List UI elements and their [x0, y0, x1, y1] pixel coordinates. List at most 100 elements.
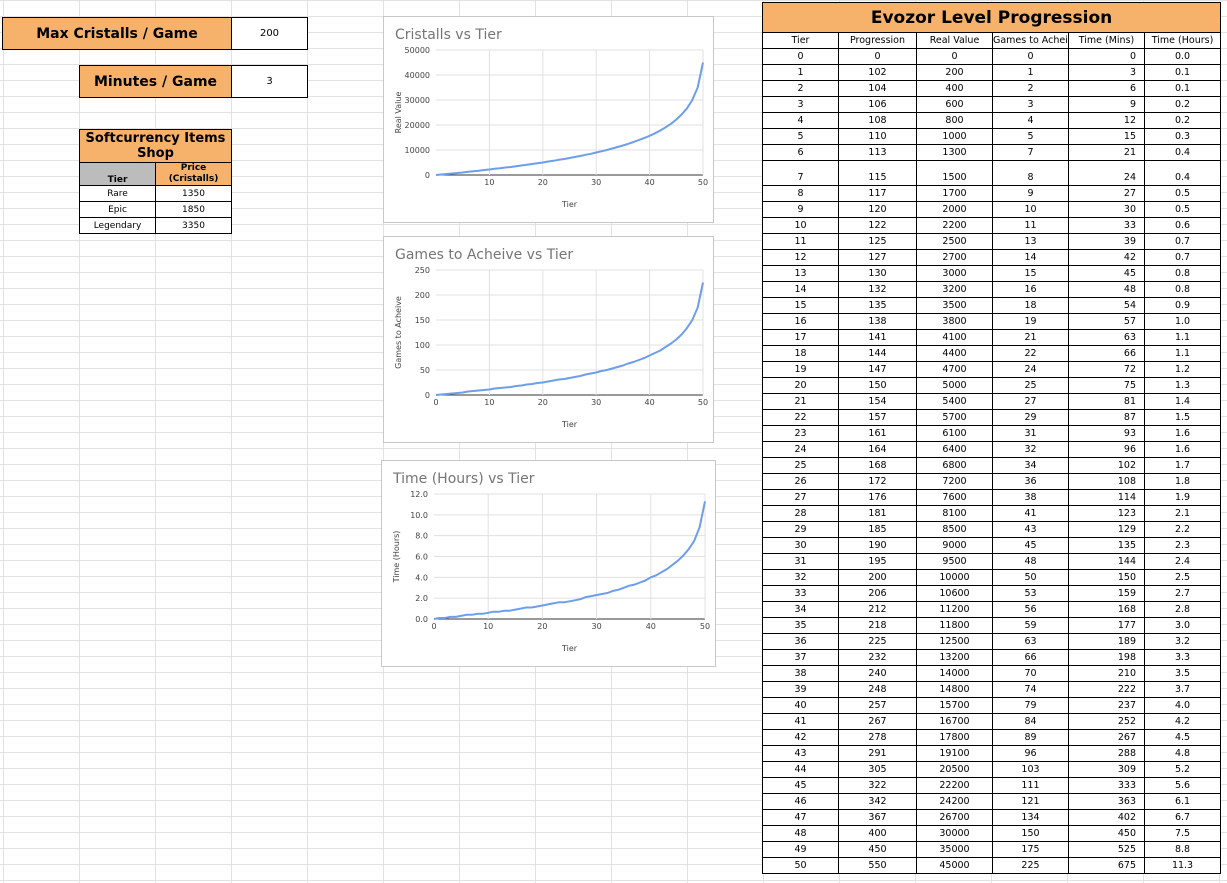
progression-cell[interactable]: 38 [992, 489, 1069, 506]
progression-cell[interactable]: 10 [762, 217, 839, 234]
progression-cell[interactable]: 24 [1068, 160, 1145, 186]
shop-tier-cell[interactable]: Epic [79, 201, 156, 218]
progression-cell[interactable]: 111 [992, 777, 1069, 794]
progression-cell[interactable]: 1.9 [1143, 489, 1222, 506]
max-cristalls-label[interactable]: Max Cristalls / Game [2, 17, 232, 50]
progression-cell[interactable]: 22200 [916, 777, 993, 794]
progression-cell[interactable]: 2200 [916, 217, 993, 234]
progression-cell[interactable]: 23 [762, 425, 839, 442]
progression-cell[interactable]: 1.8 [1143, 473, 1222, 490]
shop-tier-cell[interactable]: Rare [79, 185, 156, 202]
progression-cell[interactable]: 257 [838, 697, 917, 714]
progression-cell[interactable]: 237 [1068, 697, 1145, 714]
shop-col-price[interactable]: Price (Cristalls) [155, 162, 232, 186]
progression-cell[interactable]: 10000 [916, 569, 993, 586]
progression-cell[interactable]: 13 [762, 265, 839, 282]
progression-cell[interactable]: 147 [838, 361, 917, 378]
progression-cell[interactable]: 30000 [916, 825, 993, 842]
progression-cell[interactable]: 41 [762, 713, 839, 730]
progression-cell[interactable]: 38 [762, 665, 839, 682]
progression-cell[interactable]: 79 [992, 697, 1069, 714]
progression-cell[interactable]: 138 [838, 313, 917, 330]
shop-price-cell[interactable]: 3350 [155, 217, 232, 234]
progression-cell[interactable]: 1300 [916, 144, 993, 161]
progression-cell[interactable]: 525 [1068, 841, 1145, 858]
progression-cell[interactable]: 210 [1068, 665, 1145, 682]
progression-cell[interactable]: 7200 [916, 473, 993, 490]
progression-cell[interactable]: 30 [1068, 201, 1145, 218]
progression-cell[interactable]: 367 [838, 809, 917, 826]
progression-cell[interactable]: 222 [1068, 681, 1145, 698]
progression-cell[interactable]: 104 [838, 80, 917, 97]
progression-cell[interactable]: 2.7 [1143, 585, 1222, 602]
progression-cell[interactable]: 8.8 [1143, 841, 1222, 858]
progression-cell[interactable]: 16 [762, 313, 839, 330]
progression-cell[interactable]: 15 [992, 265, 1069, 282]
progression-cell[interactable]: 54 [1068, 297, 1145, 314]
progression-cell[interactable]: 3.5 [1143, 665, 1222, 682]
progression-cell[interactable]: 70 [992, 665, 1069, 682]
progression-cell[interactable]: 35 [762, 617, 839, 634]
progression-cell[interactable]: 5.6 [1143, 777, 1222, 794]
progression-cell[interactable]: 36 [762, 633, 839, 650]
progression-cell[interactable]: 33 [762, 585, 839, 602]
progression-cell[interactable]: 0 [762, 48, 839, 65]
progression-cell[interactable]: 291 [838, 745, 917, 762]
progression-cell[interactable]: 6.1 [1143, 793, 1222, 810]
progression-cell[interactable]: 14 [762, 281, 839, 298]
progression-cell[interactable]: 363 [1068, 793, 1145, 810]
progression-cell[interactable]: 27 [762, 489, 839, 506]
progression-cell[interactable]: 309 [1068, 761, 1145, 778]
progression-cell[interactable]: 56 [992, 601, 1069, 618]
progression-cell[interactable]: 5700 [916, 409, 993, 426]
progression-cell[interactable]: 93 [1068, 425, 1145, 442]
progression-cell[interactable]: 4 [762, 112, 839, 129]
shop-price-cell[interactable]: 1850 [155, 201, 232, 218]
progression-cell[interactable]: 5 [992, 128, 1069, 145]
progression-cell[interactable]: 1.0 [1143, 313, 1222, 330]
progression-cell[interactable]: 43 [762, 745, 839, 762]
progression-cell[interactable]: 0.3 [1143, 128, 1222, 145]
progression-cell[interactable]: 44 [762, 761, 839, 778]
progression-cell[interactable]: 600 [916, 96, 993, 113]
progression-cell[interactable]: 75 [1068, 377, 1145, 394]
progression-cell[interactable]: 122 [838, 217, 917, 234]
progression-cell[interactable]: 120 [838, 201, 917, 218]
progression-cell[interactable]: 50 [992, 569, 1069, 586]
progression-cell[interactable]: 114 [1068, 489, 1145, 506]
progression-cell[interactable]: 26700 [916, 809, 993, 826]
progression-cell[interactable]: 50 [762, 857, 839, 874]
progression-cell[interactable]: 0.2 [1143, 112, 1222, 129]
progression-cell[interactable]: 2.3 [1143, 537, 1222, 554]
progression-cell[interactable]: 189 [1068, 633, 1145, 650]
progression-cell[interactable]: 4.5 [1143, 729, 1222, 746]
progression-cell[interactable]: 45 [1068, 265, 1145, 282]
progression-cell[interactable]: 225 [838, 633, 917, 650]
progression-cell[interactable]: 333 [1068, 777, 1145, 794]
progression-cell[interactable]: 12500 [916, 633, 993, 650]
progression-cell[interactable]: 9500 [916, 553, 993, 570]
progression-cell[interactable]: 2500 [916, 233, 993, 250]
progression-cell[interactable]: 0.5 [1143, 201, 1222, 218]
progression-cell[interactable]: 39 [1068, 233, 1145, 250]
progression-cell[interactable]: 550 [838, 857, 917, 874]
progression-cell[interactable]: 32 [762, 569, 839, 586]
progression-cell[interactable]: 21 [1068, 144, 1145, 161]
progression-cell[interactable]: 34 [992, 457, 1069, 474]
progression-cell[interactable]: 4.8 [1143, 745, 1222, 762]
progression-cell[interactable]: 13 [992, 233, 1069, 250]
progression-cell[interactable]: 27 [1068, 185, 1145, 202]
progression-cell[interactable]: 2.1 [1143, 505, 1222, 522]
progression-cell[interactable]: 123 [1068, 505, 1145, 522]
progression-cell[interactable]: 127 [838, 249, 917, 266]
progression-cell[interactable]: 33 [1068, 217, 1145, 234]
progression-cell[interactable]: 41 [992, 505, 1069, 522]
progression-cell[interactable]: 108 [838, 112, 917, 129]
progression-cell[interactable]: 15 [1068, 128, 1145, 145]
progression-cell[interactable]: 6.7 [1143, 809, 1222, 826]
progression-cell[interactable]: 0.0 [1143, 48, 1222, 65]
progression-cell[interactable]: 2.5 [1143, 569, 1222, 586]
progression-cell[interactable]: 3.2 [1143, 633, 1222, 650]
progression-cell[interactable]: 157 [838, 409, 917, 426]
progression-cell[interactable]: 7 [762, 160, 839, 186]
